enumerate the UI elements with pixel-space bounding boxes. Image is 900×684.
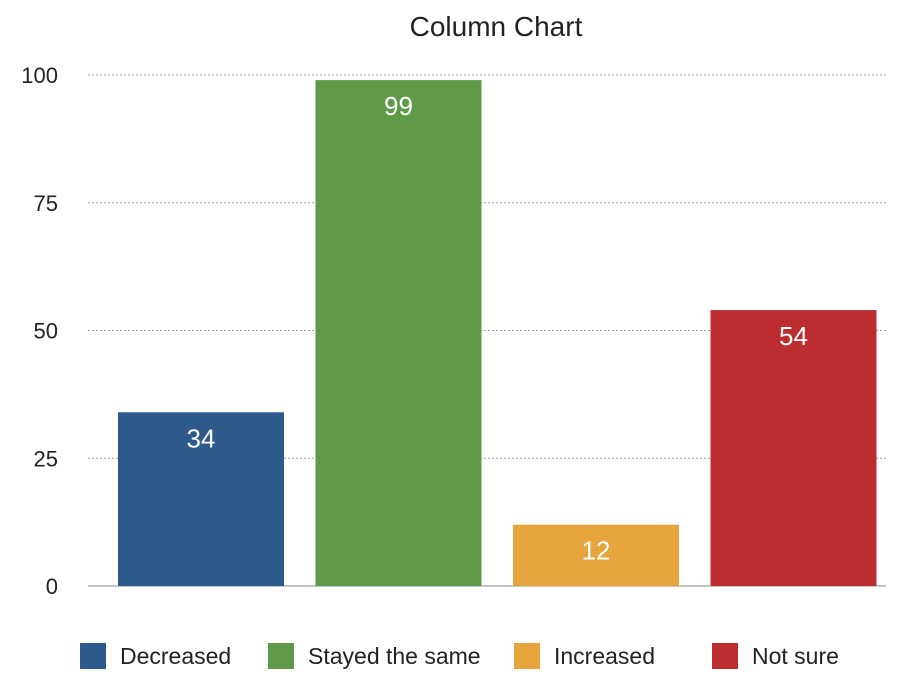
legend-swatch [80, 643, 106, 669]
legend-label: Decreased [120, 643, 231, 669]
chart-title: Column Chart [410, 11, 583, 42]
y-tick-label: 75 [34, 191, 58, 216]
y-axis-tick-labels: 0 25 50 75 100 [21, 63, 58, 599]
legend-swatch [514, 643, 540, 669]
data-label: 54 [779, 321, 808, 351]
bar-decreased [118, 412, 284, 586]
data-label: 12 [582, 536, 611, 566]
data-label: 99 [384, 91, 413, 121]
bar-stayed-the-same [315, 80, 482, 587]
data-labels: 34 99 12 54 [187, 91, 808, 566]
legend-label: Stayed the same [308, 643, 481, 669]
legend-label: Not sure [752, 643, 839, 669]
bar-not-sure [710, 310, 877, 586]
y-tick-label: 50 [34, 319, 58, 344]
legend-swatch [712, 643, 738, 669]
legend-label: Increased [554, 643, 655, 669]
y-tick-label: 100 [21, 63, 58, 88]
bar-increased [513, 524, 679, 586]
y-tick-label: 25 [34, 446, 58, 471]
y-tick-label: 0 [46, 574, 58, 599]
bars [118, 80, 877, 587]
data-label: 34 [187, 423, 216, 453]
legend: Decreased Stayed the same Increased Not sur… [80, 643, 839, 669]
legend-swatch [268, 643, 294, 669]
